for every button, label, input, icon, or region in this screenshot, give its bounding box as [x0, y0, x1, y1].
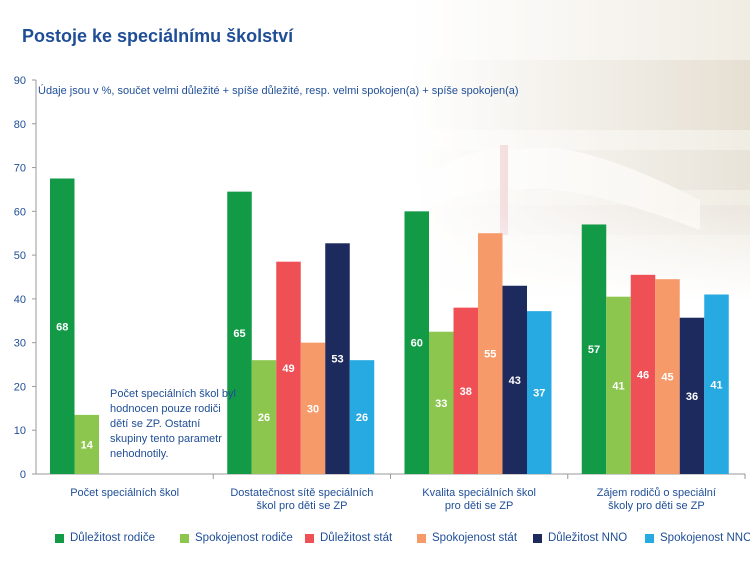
y-tick-label: 40	[14, 294, 26, 306]
bar-value-label: 41	[612, 380, 624, 392]
y-tick-label: 70	[14, 163, 26, 175]
bar-value-label: 43	[509, 375, 521, 387]
bar-value-label: 49	[282, 363, 294, 375]
bar-value-label: 65	[233, 328, 245, 340]
y-tick-label: 80	[14, 119, 26, 131]
bar-value-label: 26	[258, 412, 270, 424]
bar	[630, 274, 656, 474]
bar	[478, 233, 503, 474]
x-category-label: Zájem rodičů o speciální školy pro děti s…	[597, 487, 716, 512]
bar-value-label: 30	[307, 403, 319, 415]
bar	[74, 414, 99, 474]
legend-swatch	[417, 533, 426, 543]
bar	[429, 331, 454, 474]
x-category-label: Počet speciálních škol	[70, 487, 179, 499]
y-tick-label: 90	[14, 75, 26, 87]
bar-value-label: 45	[661, 372, 673, 384]
bar	[251, 360, 277, 474]
y-tick-label: 30	[14, 338, 26, 350]
x-category-label: Kvalita speciálních škol pro děti se ZP	[422, 487, 536, 512]
bar	[704, 294, 729, 474]
bar	[404, 211, 429, 475]
bar-value-label: 55	[484, 349, 496, 361]
bar	[227, 191, 252, 474]
bar	[453, 307, 478, 474]
legend-label: Důležitost stát	[320, 532, 393, 544]
bar-value-label: 46	[637, 369, 649, 381]
bar	[50, 178, 75, 474]
bar	[606, 296, 631, 474]
legend-item: Důležitost rodiče	[55, 530, 155, 546]
legend-label: Spokojenost NNO	[660, 532, 750, 544]
legend-item: Spokojenost rodiče	[180, 530, 293, 546]
bar-value-label: 36	[686, 391, 698, 403]
bar-value-label: 53	[331, 354, 343, 366]
legend-swatch	[533, 533, 542, 543]
legend-label: Důležitost rodiče	[70, 532, 156, 544]
legend-item: Důležitost NNO	[533, 530, 627, 546]
chart-annotation: Počet speciálních škol byl hodnocen pouz…	[110, 388, 236, 460]
y-tick-label: 20	[14, 381, 26, 393]
bar-value-label: 14	[81, 439, 94, 451]
bar-value-label: 33	[435, 398, 447, 410]
legend-swatch	[55, 533, 64, 543]
bar-value-label: 38	[460, 386, 472, 398]
bar-value-label: 57	[588, 344, 600, 356]
x-category-label: Dostatečnost sítě speciálních škol pro dě…	[230, 487, 373, 512]
bar	[679, 317, 705, 474]
legend-label: Spokojenost rodiče	[195, 532, 293, 544]
bar	[527, 311, 552, 474]
y-tick-label: 50	[14, 250, 26, 262]
legend-item: Spokojenost stát	[417, 530, 517, 546]
bar	[325, 243, 350, 474]
bar-value-label: 37	[533, 388, 545, 400]
legend-item: Spokojenost NNO	[645, 530, 750, 546]
legend-item: Důležitost stát	[305, 530, 392, 546]
bar-value-label: 26	[356, 412, 368, 424]
page-title: Postoje ke speciálnímu školství	[22, 26, 294, 46]
y-tick-label: 0	[20, 469, 26, 481]
bar-value-label: 60	[411, 338, 423, 350]
units-note: Údaje jsou v %, součet velmi důležité + …	[38, 85, 519, 97]
legend-label: Důležitost NNO	[548, 532, 628, 544]
legend-label: Spokojenost stát	[432, 532, 518, 544]
y-tick-label: 60	[14, 206, 26, 218]
legend-swatch	[645, 533, 654, 543]
bar	[502, 285, 527, 474]
bar	[300, 342, 326, 474]
bar-value-label: 68	[56, 321, 68, 333]
legend-swatch	[305, 533, 314, 543]
y-tick-label: 10	[14, 425, 26, 437]
chart-legend: Důležitost rodiče Spokojenost rodiče Důlež…	[55, 530, 750, 546]
bar	[655, 279, 680, 474]
bar	[581, 224, 607, 474]
bar-value-label: 41	[710, 379, 722, 391]
bar	[276, 261, 301, 474]
legend-swatch	[180, 533, 189, 543]
bar	[349, 360, 375, 474]
